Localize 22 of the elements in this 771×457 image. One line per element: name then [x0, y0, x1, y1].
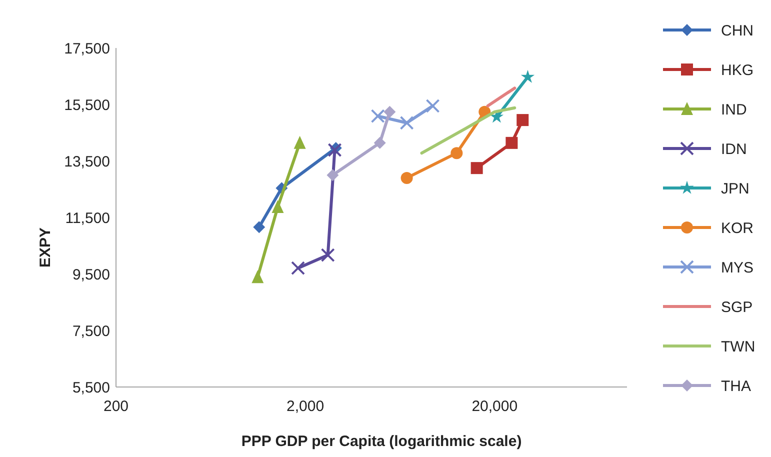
y-tick-label: 5,500	[72, 379, 110, 396]
legend-label: JPN	[721, 180, 750, 198]
x-tick-label: 20,000	[472, 398, 518, 415]
legend-label: IND	[721, 101, 747, 118]
y-tick-label: 11,500	[65, 210, 110, 227]
legend-label: SGP	[721, 298, 753, 316]
y-tick-label: 17,500	[64, 40, 110, 58]
legend-label: MYS	[721, 259, 754, 276]
x-tick-label: 2,000	[286, 398, 324, 415]
x-axis-title: PPP GDP per Capita (logarithmic scale)	[241, 433, 522, 450]
y-tick-label: 13,500	[64, 153, 110, 170]
legend-label: KOR	[721, 220, 754, 237]
legend-label: THA	[721, 378, 751, 395]
y-tick-label: 7,500	[72, 322, 110, 340]
x-tick-label: 200	[103, 398, 129, 415]
legend-label: IDN	[721, 140, 747, 158]
legend-label: HKG	[721, 62, 754, 79]
y-tick-label: 9,500	[72, 266, 110, 284]
legend-label: TWN	[721, 338, 756, 356]
y-tick-label: 15,500	[64, 96, 110, 114]
y-axis-title: EXPY	[37, 227, 54, 268]
legend-label: CHN	[721, 22, 754, 40]
